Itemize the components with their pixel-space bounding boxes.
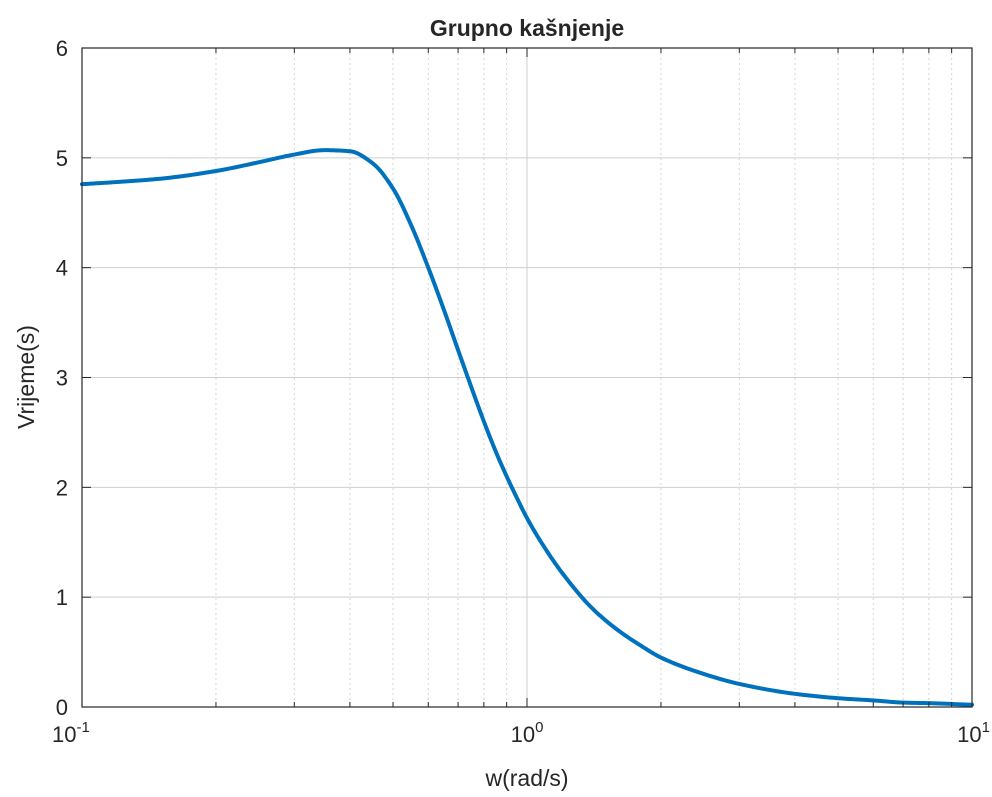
series-layer [80, 148, 974, 707]
y-tick-label: 3 [56, 366, 68, 391]
chart-title: Grupno kašnjenje [430, 15, 624, 41]
y-tick-label: 0 [56, 695, 68, 720]
y-tick-label: 5 [56, 146, 68, 171]
y-tick-label: 2 [56, 475, 68, 500]
y-tick-label: 4 [56, 256, 68, 281]
x-axis-label: w(rad/s) [484, 765, 568, 791]
series-line [80, 148, 974, 707]
y-tick-label: 1 [56, 585, 68, 610]
y-tick-label: 6 [56, 36, 68, 61]
y-axis-label: Vrijeme(s) [13, 325, 39, 429]
x-tick-label: 10-1 [52, 719, 90, 747]
